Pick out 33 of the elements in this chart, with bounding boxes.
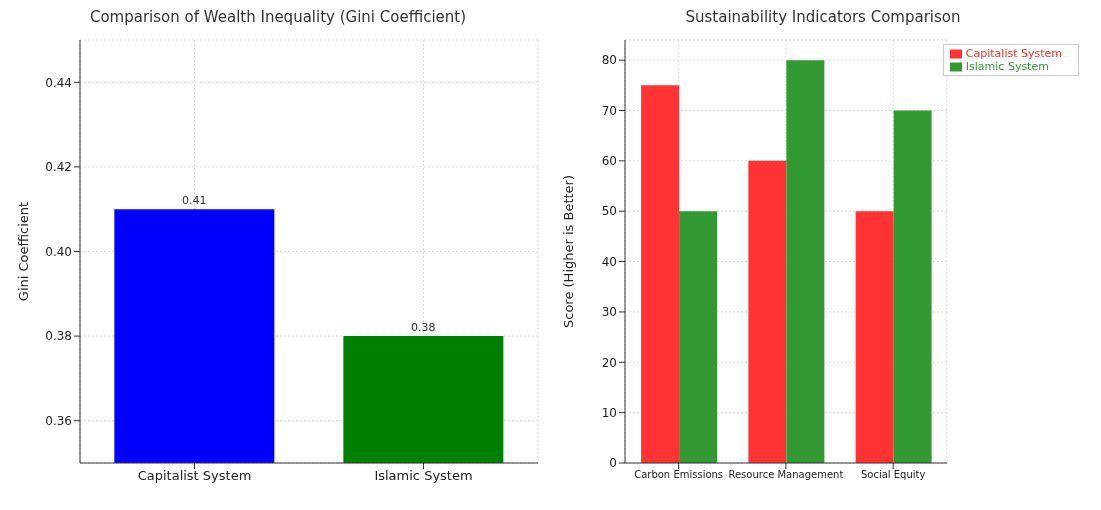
data-label: 0.41 (182, 194, 207, 208)
x-tick-label: Islamic System (374, 468, 473, 484)
y-axis-title: Gini Coefficient (15, 201, 31, 302)
x-tick-label: Capitalist System (137, 468, 252, 484)
y-tick-label: 70 (601, 103, 617, 118)
bar (748, 160, 787, 463)
bar (679, 211, 718, 463)
legend-label: Islamic System (965, 60, 1049, 73)
y-tick-label: 40 (601, 254, 617, 269)
y-tick-label: 0.42 (45, 160, 72, 175)
y-tick-label: 0.40 (45, 244, 72, 259)
chart-title: Comparison of Wealth Inequality (Gini Coefficient) (88, 8, 468, 28)
y-tick-label: 60 (601, 154, 617, 169)
y-tick-label: 0.36 (45, 413, 72, 428)
y-tick-label: 0.44 (45, 75, 72, 90)
bar (855, 211, 894, 463)
y-tick-label: 10 (601, 405, 617, 420)
x-tick-label: Resource Management (728, 469, 844, 481)
y-axis-title: Score (Higher is Better) (560, 174, 576, 329)
y-tick-label: 50 (601, 204, 617, 219)
y-tick-label: 80 (601, 53, 617, 68)
y-tick-label: 20 (601, 355, 617, 370)
chart-title: Sustainability Indicators Comparison (684, 8, 962, 28)
bar (786, 60, 825, 463)
y-tick-label: 0 (609, 456, 617, 471)
x-tick-label: Social Equity (860, 469, 926, 481)
legend-label: Capitalist System (965, 47, 1062, 60)
y-tick-label: 0.38 (45, 329, 72, 344)
y-tick-label: 30 (601, 305, 617, 320)
data-label: 0.38 (411, 321, 436, 335)
bar (641, 85, 680, 463)
bar (893, 110, 932, 463)
x-tick-label: Carbon Emissions (634, 469, 724, 481)
